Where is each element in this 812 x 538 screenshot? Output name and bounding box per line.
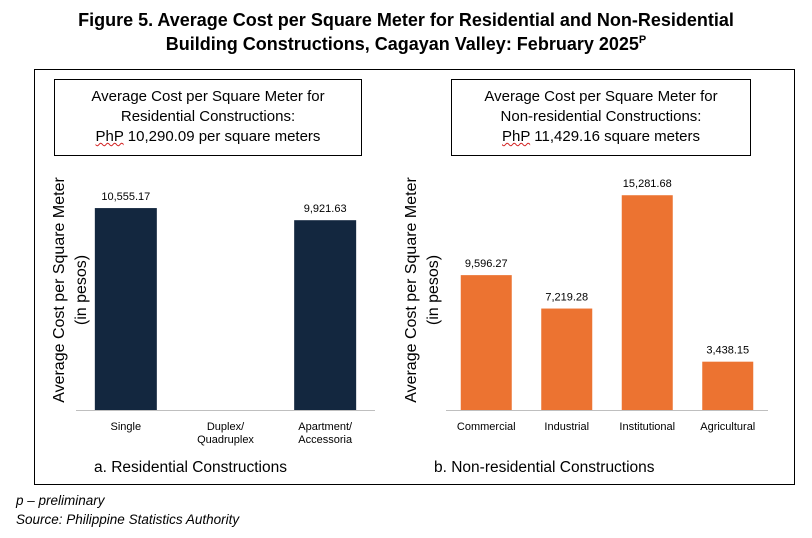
- nonresidential-tick-label: Agricultural: [700, 421, 755, 433]
- nonresidential-callout-line2: Non-residential Constructions:: [500, 108, 702, 125]
- residential-caption: a. Residential Constructions: [94, 459, 287, 476]
- preliminary-superscript: P: [638, 34, 647, 46]
- residential-tick-label: Duplex/: [207, 421, 245, 433]
- residential-callout-value: PhP 10,290.09 per square meters: [55, 127, 361, 147]
- nonresidential-tick-label: Institutional: [619, 421, 675, 433]
- residential-tick-label: Apartment/: [298, 421, 353, 433]
- title-line-1: Figure 5. Average Cost per Square Meter …: [78, 10, 734, 30]
- nonresidential-y-axis-label: (in pesos): [425, 255, 442, 325]
- nonresidential-bar: [460, 275, 512, 410]
- residential-callout-line2: Residential Constructions:: [120, 108, 296, 125]
- residential-callout: Average Cost per Square Meter for Reside…: [54, 79, 362, 156]
- residential-tick-label: Quadruplex: [197, 434, 254, 446]
- nonresidential-callout-line1: Average Cost per Square Meter for: [484, 88, 718, 105]
- residential-y-axis-label: (in pesos): [73, 255, 90, 325]
- footnote-preliminary: p – preliminary: [16, 493, 105, 508]
- nonresidential-y-axis-label: Average Cost per Square Meter: [403, 177, 420, 403]
- residential-callout-line1: Average Cost per Square Meter for: [91, 88, 325, 105]
- nonresidential-tick-label: Commercial: [457, 421, 516, 433]
- title-line-2-text: Building Constructions, Cagayan Valley: …: [165, 34, 639, 54]
- residential-tick-label: Single: [111, 421, 142, 433]
- nonresidential-bar: [621, 195, 673, 410]
- nonresidential-data-label: 9,596.27: [465, 258, 508, 270]
- residential-tick-label: Accessoria: [298, 434, 353, 446]
- nonresidential-bar: [541, 308, 593, 410]
- chart-frame: [34, 69, 795, 485]
- residential-data-label: 9,921.63: [304, 203, 347, 215]
- title-line-2: Building Constructions, Cagayan Valley: …: [0, 32, 812, 56]
- nonresidential-data-label: 3,438.15: [706, 345, 749, 357]
- residential-data-label: 10,555.17: [101, 191, 150, 203]
- residential-bar: [294, 220, 357, 410]
- nonresidential-callout: Average Cost per Square Meter for Non-re…: [451, 79, 751, 156]
- nonresidential-caption: b. Non-residential Constructions: [434, 459, 655, 476]
- nonresidential-callout-value: PhP 11,429.16 square meters: [452, 127, 750, 147]
- nonresidential-tick-label: Industrial: [544, 421, 589, 433]
- residential-bar: [94, 208, 157, 410]
- residential-currency: PhP: [95, 128, 124, 145]
- residential-y-axis-label: Average Cost per Square Meter: [51, 177, 68, 403]
- nonresidential-data-label: 7,219.28: [545, 292, 588, 304]
- source-note: Source: Philippine Statistics Authority: [16, 512, 240, 527]
- residential-average-value: 10,290.09 per square meters: [123, 128, 321, 145]
- nonresidential-average-value: 11,429.16 square meters: [530, 128, 700, 145]
- nonresidential-data-label: 15,281.68: [623, 178, 672, 190]
- figure-title: Figure 5. Average Cost per Square Meter …: [0, 8, 812, 56]
- nonresidential-bar: [702, 361, 754, 410]
- nonresidential-currency: PhP: [502, 128, 531, 145]
